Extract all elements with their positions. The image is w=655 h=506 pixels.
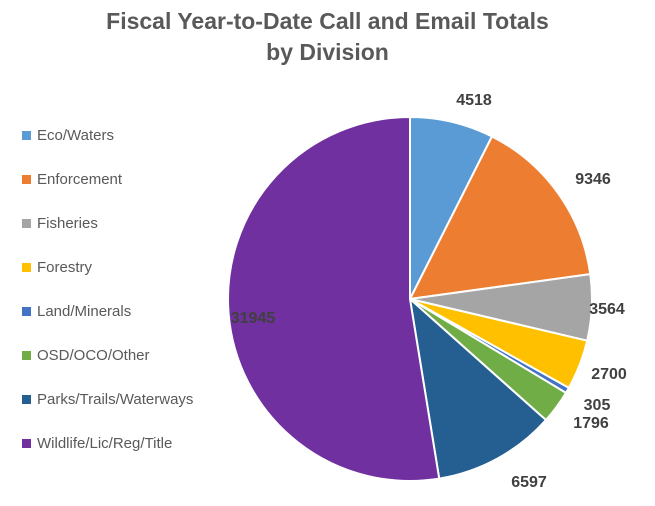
data-label-parks-trails-waterways: 6597 (511, 474, 547, 491)
legend-label: Land/Minerals (37, 302, 132, 320)
legend-item-enforcement: Enforcement (22, 157, 232, 201)
pie-slice-wildlife-lic-reg-title (227, 115, 441, 482)
data-label-forestry: 2700 (591, 366, 627, 383)
legend-swatch (22, 438, 31, 448)
legend-item-land-minerals: Land/Minerals (22, 289, 232, 333)
data-label-eco-waters: 4518 (456, 92, 492, 109)
legend-label: Wildlife/Lic/Reg/Title (37, 434, 173, 452)
legend-swatch (22, 394, 31, 404)
legend-swatch (22, 174, 31, 184)
legend-label: OSD/OCO/Other (37, 346, 150, 364)
legend-label: Enforcement (37, 170, 123, 188)
data-label-enforcement: 9346 (575, 171, 611, 188)
legend-swatch (22, 130, 31, 140)
legend-item-osd-oco-other: OSD/OCO/Other (22, 333, 232, 377)
legend-swatch (22, 350, 31, 360)
data-label-wildlife-lic-reg-title: 31945 (231, 310, 276, 327)
legend-item-parks-trails-waterways: Parks/Trails/Waterways (22, 377, 232, 421)
legend-label: Parks/Trails/Waterways (37, 390, 194, 408)
legend-label: Eco/Waters (37, 126, 114, 144)
data-label-osd-oco-other: 1796 (573, 415, 609, 432)
legend-label: Forestry (37, 258, 93, 276)
legend-item-wildlife-lic-reg-title: Wildlife/Lic/Reg/Title (22, 421, 232, 465)
legend: Eco/Waters Enforcement Fisheries Forestry La… (22, 113, 232, 465)
legend-item-fisheries: Fisheries (22, 201, 232, 245)
legend-item-forestry: Forestry (22, 245, 232, 289)
legend-swatch (22, 262, 31, 272)
legend-swatch (22, 218, 31, 228)
legend-swatch (22, 306, 31, 316)
chart-title-line-2: by Division (266, 39, 389, 65)
legend-label: Fisheries (37, 214, 98, 232)
chart-title-line-1: Fiscal Year-to-Date Call and Email Total… (106, 8, 549, 34)
data-label-fisheries: 3564 (589, 301, 625, 318)
data-label-land-minerals: 305 (584, 397, 611, 414)
pie-slice-enforcement (408, 135, 592, 301)
legend-item-eco-waters: Eco/Waters (22, 113, 232, 157)
chart-title: Fiscal Year-to-Date Call and Email Total… (0, 6, 655, 68)
pie-slice-parks-trails-waterways (408, 296, 548, 480)
